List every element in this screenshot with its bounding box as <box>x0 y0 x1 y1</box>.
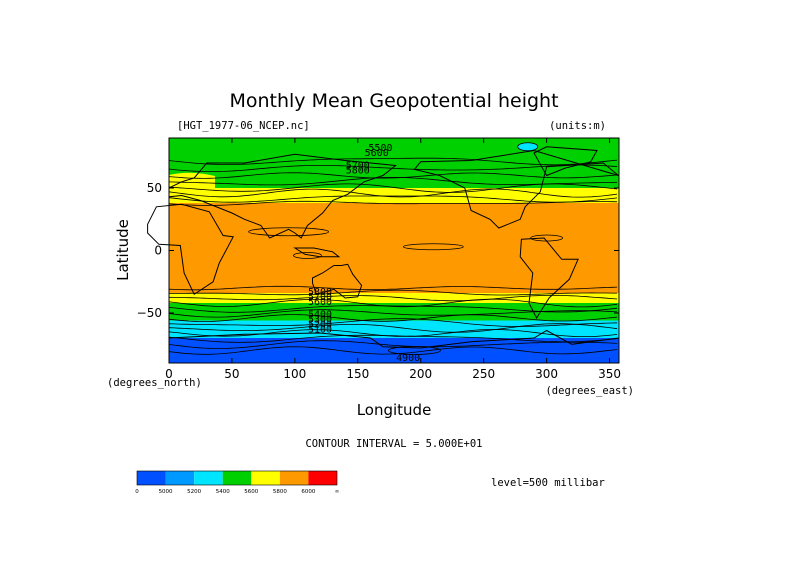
contour-line <box>169 289 618 296</box>
contour-line <box>168 285 618 291</box>
y-tick-label: 50 <box>147 181 162 195</box>
contour-label: 5100 <box>308 324 332 335</box>
lat-band-3 <box>169 203 619 293</box>
y-tick-label: 0 <box>154 244 162 258</box>
contour-line <box>168 318 618 327</box>
colorbar-swatch <box>222 471 252 485</box>
lat-band-5 <box>169 303 619 321</box>
contour-line <box>168 334 618 343</box>
antarctica-outline <box>168 329 619 349</box>
x-tick-label: 150 <box>346 367 369 381</box>
contour-line <box>168 323 618 333</box>
colorbar-tick-label: 5400 <box>216 489 230 495</box>
colorbar-swatch <box>279 471 309 485</box>
colorbar-swatch <box>194 471 223 485</box>
contour-closed <box>248 227 329 237</box>
x-tick-label: 250 <box>472 367 495 381</box>
x-tick-label: 50 <box>224 367 239 381</box>
colorbar-swatch <box>165 471 195 485</box>
contour-label: 5800 <box>308 287 332 298</box>
contour-line <box>168 188 618 198</box>
contour-label: 5700 <box>346 161 370 172</box>
x-tick-label: 100 <box>283 367 306 381</box>
lat-band-4 <box>169 293 619 303</box>
south-america-outline <box>519 237 579 320</box>
contour-line <box>168 298 618 308</box>
colorbar-tick-label: 5600 <box>244 489 258 495</box>
contour-label: 5600 <box>308 297 332 308</box>
ridge-patch <box>169 172 215 195</box>
contour-label: 5300 <box>308 314 332 325</box>
file-label: [HGT_1977-06_NCEP.nc] <box>177 120 310 132</box>
y-tick-label: −50 <box>137 306 162 320</box>
colorbar-swatch <box>137 471 166 485</box>
colorbar-tick-label: 5000 <box>159 489 173 495</box>
australia-outline <box>312 263 363 299</box>
indonesia-outline <box>293 247 341 258</box>
eurasia-outline <box>168 153 397 239</box>
contour-label: 5500 <box>368 143 392 154</box>
colorbar: 0 5000 5200 5400 5600 5800 6000 ∞ <box>135 470 340 495</box>
contour-line <box>168 346 618 355</box>
polar-low-patch <box>517 142 539 152</box>
greenland-outline <box>533 146 598 177</box>
x-tick-label: 0 <box>165 367 173 381</box>
colorbar-tick-label: 5800 <box>273 489 287 495</box>
y-axis-label: Latitude <box>114 219 132 281</box>
colorbar-swatch <box>308 471 337 485</box>
contour-line <box>168 200 618 206</box>
contour-line <box>168 340 618 349</box>
x-tick-label: 350 <box>598 367 621 381</box>
contour-label: 5600 <box>365 148 389 159</box>
level-label: level=500 millibar <box>491 477 605 489</box>
north-america-outline <box>413 149 619 229</box>
colorbar-tick-label: 5200 <box>187 489 201 495</box>
contour-label: 5700 <box>308 292 332 303</box>
x-tick-label: 200 <box>409 367 432 381</box>
chart-title: Monthly Mean Geopotential height <box>229 90 558 112</box>
colorbar-tick-label: ∞ <box>335 489 340 495</box>
contour-line <box>168 309 618 318</box>
contour-closed <box>388 346 441 355</box>
contour-line <box>168 164 618 172</box>
contour-label: 5400 <box>308 309 332 320</box>
contour-label: 5800 <box>346 166 370 177</box>
plot-area: 5500560057005800580057005600540053005200… <box>147 137 620 364</box>
contour-line <box>168 314 618 322</box>
x-unit-label: (degrees_east) <box>545 385 634 397</box>
contour-closed <box>402 243 464 251</box>
colorbar-swatch <box>251 471 280 485</box>
lat-band-1 <box>169 165 619 188</box>
contour-line <box>168 157 618 166</box>
contour-line <box>168 172 618 179</box>
y-unit-label: (degrees_north) <box>107 377 202 389</box>
units-label: (units:m) <box>549 120 606 132</box>
x-axis-label: Longitude <box>357 401 432 419</box>
contour-label: 5200 <box>308 319 332 330</box>
contour-line <box>168 195 618 203</box>
africa-outline <box>147 203 234 296</box>
contour-closed <box>293 252 322 259</box>
colorbar-tick-label: 6000 <box>301 489 315 495</box>
contour-label: 4900 <box>396 353 420 364</box>
contour-interval-label: CONTOUR INTERVAL = 5.000E+01 <box>305 438 482 450</box>
x-tick-label: 300 <box>535 367 558 381</box>
colorbar-frame <box>136 470 338 486</box>
contour-line <box>168 294 618 302</box>
lat-band-0 <box>169 138 619 166</box>
colorbar-tick-label: 0 <box>135 489 139 495</box>
